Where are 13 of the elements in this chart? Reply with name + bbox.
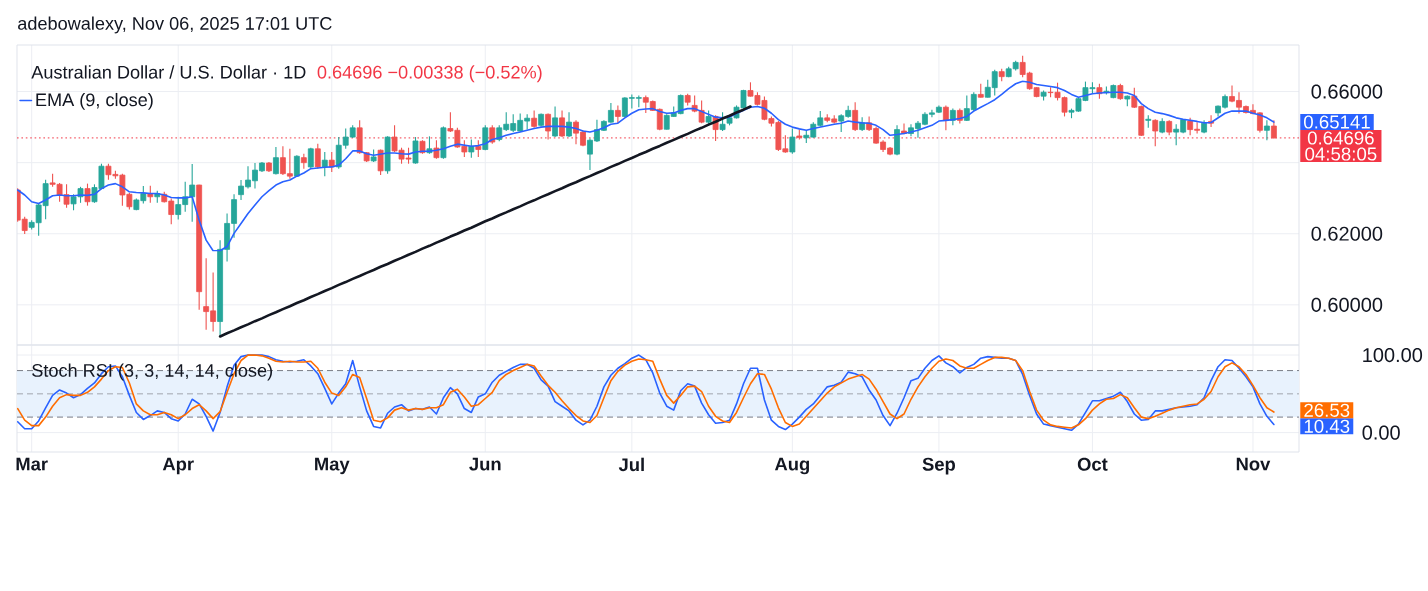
x-tick-label: Jul xyxy=(618,457,644,472)
x-tick-label: Apr xyxy=(162,457,194,475)
data-label: 10.43 xyxy=(1304,419,1350,433)
x-tick-label: Aug xyxy=(774,457,810,475)
y-tick-label: 0.00 xyxy=(1362,425,1400,440)
x-tick-label: Sep xyxy=(922,457,956,475)
data-label: 26.53 xyxy=(1304,403,1350,417)
x-tick-label: May xyxy=(315,457,350,475)
x-tick-label: Jun xyxy=(469,457,501,471)
x-tick-label: Mar xyxy=(16,457,48,471)
x-tick-label: Oct xyxy=(1077,457,1108,471)
y-tick-label: 100.00 xyxy=(1363,347,1423,363)
x-tick-label: Nov xyxy=(1236,457,1271,471)
